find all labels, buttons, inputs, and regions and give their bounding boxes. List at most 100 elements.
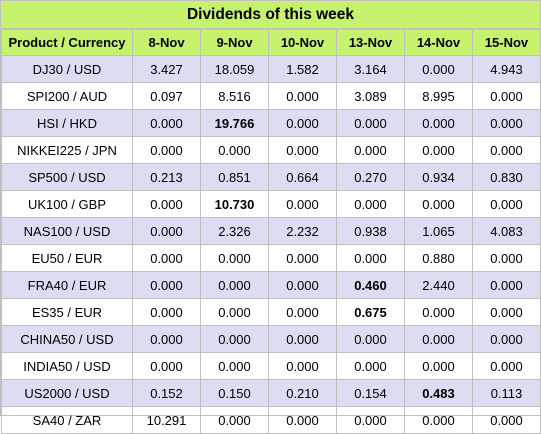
column-header-date: 15-Nov bbox=[472, 29, 541, 56]
table-row: NIKKEI225 / JPN 0.000 0.000 0.000 0.000 0.000… bbox=[1, 136, 541, 164]
dividend-value-cell: 0.000 bbox=[132, 109, 201, 137]
dividend-value-cell: 0.000 bbox=[132, 352, 201, 380]
dividend-value-cell: 0.664 bbox=[268, 163, 337, 191]
dividend-value-cell: 0.000 bbox=[404, 136, 473, 164]
product-cell: FRA40 / EUR bbox=[1, 271, 133, 299]
product-cell: NIKKEI225 / JPN bbox=[1, 136, 133, 164]
dividend-value-cell: 0.000 bbox=[472, 271, 541, 299]
dividend-value-cell: 0.880 bbox=[404, 244, 473, 272]
dividend-value-cell: 0.154 bbox=[336, 379, 405, 407]
dividend-value-cell: 18.059 bbox=[200, 55, 269, 83]
column-header-date: 14-Nov bbox=[404, 29, 473, 56]
table-row: US2000 / USD 0.152 0.150 0.210 0.154 0.483 0.1… bbox=[1, 379, 541, 407]
dividend-value-cell: 0.000 bbox=[404, 406, 473, 434]
dividend-value-cell: 0.460 bbox=[336, 271, 405, 299]
dividend-value-cell: 0.938 bbox=[336, 217, 405, 245]
dividend-value-cell: 8.995 bbox=[404, 82, 473, 110]
table-body: DJ30 / USD 3.427 18.059 1.582 3.164 0.000 4.94… bbox=[1, 55, 541, 434]
dividend-value-cell: 0.000 bbox=[336, 325, 405, 353]
product-cell: UK100 / GBP bbox=[1, 190, 133, 218]
dividend-value-cell: 0.000 bbox=[132, 244, 201, 272]
dividend-value-cell: 1.065 bbox=[404, 217, 473, 245]
table-row: SP500 / USD 0.213 0.851 0.664 0.270 0.934 0.83… bbox=[1, 163, 541, 191]
dividend-value-cell: 0.000 bbox=[404, 55, 473, 83]
dividend-value-cell: 0.000 bbox=[404, 298, 473, 326]
product-cell: SP500 / USD bbox=[1, 163, 133, 191]
dividend-value-cell: 0.000 bbox=[268, 109, 337, 137]
product-cell: US2000 / USD bbox=[1, 379, 133, 407]
dividend-value-cell: 0.000 bbox=[336, 406, 405, 434]
product-cell: EU50 / EUR bbox=[1, 244, 133, 272]
table-row: CHINA50 / USD 0.000 0.000 0.000 0.000 0.000 0.… bbox=[1, 325, 541, 353]
dividend-value-cell: 0.000 bbox=[200, 244, 269, 272]
dividend-value-cell: 0.000 bbox=[336, 109, 405, 137]
dividend-value-cell: 10.291 bbox=[132, 406, 201, 434]
dividend-value-cell: 0.000 bbox=[268, 271, 337, 299]
dividend-value-cell: 0.000 bbox=[268, 82, 337, 110]
dividend-value-cell: 0.000 bbox=[472, 244, 541, 272]
dividend-value-cell: 8.516 bbox=[200, 82, 269, 110]
dividend-value-cell: 0.000 bbox=[472, 82, 541, 110]
product-cell: NAS100 / USD bbox=[1, 217, 133, 245]
dividend-value-cell: 0.000 bbox=[404, 352, 473, 380]
product-cell: CHINA50 / USD bbox=[1, 325, 133, 353]
dividend-value-cell: 4.943 bbox=[472, 55, 541, 83]
dividend-value-cell: 0.000 bbox=[336, 244, 405, 272]
dividend-value-cell: 0.000 bbox=[404, 190, 473, 218]
dividend-value-cell: 2.232 bbox=[268, 217, 337, 245]
dividend-value-cell: 0.000 bbox=[472, 298, 541, 326]
dividends-table: Product / Currency 8-Nov 9-Nov 10-Nov 13… bbox=[1, 29, 541, 434]
dividend-value-cell: 0.675 bbox=[336, 298, 405, 326]
table-row: NAS100 / USD 0.000 2.326 2.232 0.938 1.065 4.0… bbox=[1, 217, 541, 245]
dividend-value-cell: 19.766 bbox=[200, 109, 269, 137]
dividend-value-cell: 0.097 bbox=[132, 82, 201, 110]
dividend-value-cell: 0.000 bbox=[268, 406, 337, 434]
table-row: ES35 / EUR 0.000 0.000 0.000 0.675 0.000 0.000 bbox=[1, 298, 541, 326]
dividend-value-cell: 0.000 bbox=[200, 271, 269, 299]
dividend-value-cell: 0.000 bbox=[472, 109, 541, 137]
product-cell: SA40 / ZAR bbox=[1, 406, 133, 434]
dividend-value-cell: 0.000 bbox=[472, 136, 541, 164]
dividend-value-cell: 0.000 bbox=[404, 325, 473, 353]
dividend-value-cell: 1.582 bbox=[268, 55, 337, 83]
dividend-value-cell: 0.000 bbox=[132, 217, 201, 245]
dividend-value-cell: 0.000 bbox=[472, 406, 541, 434]
column-header-date: 8-Nov bbox=[132, 29, 201, 56]
dividend-value-cell: 0.000 bbox=[200, 406, 269, 434]
table-row: HSI / HKD 0.000 19.766 0.000 0.000 0.000 0.000 bbox=[1, 109, 541, 137]
dividend-value-cell: 0.000 bbox=[200, 352, 269, 380]
product-cell: SPI200 / AUD bbox=[1, 82, 133, 110]
column-header-date: 10-Nov bbox=[268, 29, 337, 56]
dividend-value-cell: 0.270 bbox=[336, 163, 405, 191]
product-cell: DJ30 / USD bbox=[1, 55, 133, 83]
dividend-value-cell: 0.000 bbox=[132, 325, 201, 353]
dividend-value-cell: 0.000 bbox=[268, 298, 337, 326]
column-header-date: 13-Nov bbox=[336, 29, 405, 56]
dividend-value-cell: 0.000 bbox=[404, 109, 473, 137]
dividend-value-cell: 0.000 bbox=[268, 352, 337, 380]
dividend-value-cell: 0.210 bbox=[268, 379, 337, 407]
dividend-value-cell: 0.851 bbox=[200, 163, 269, 191]
dividend-value-cell: 0.000 bbox=[132, 190, 201, 218]
dividend-value-cell: 0.000 bbox=[472, 352, 541, 380]
table-row: SA40 / ZAR 10.291 0.000 0.000 0.000 0.000 0.00… bbox=[1, 406, 541, 434]
dividend-value-cell: 0.000 bbox=[472, 325, 541, 353]
dividend-value-cell: 3.089 bbox=[336, 82, 405, 110]
dividend-value-cell: 0.000 bbox=[268, 190, 337, 218]
product-cell: HSI / HKD bbox=[1, 109, 133, 137]
dividend-value-cell: 0.000 bbox=[200, 298, 269, 326]
dividend-value-cell: 0.000 bbox=[132, 136, 201, 164]
dividend-value-cell: 0.000 bbox=[472, 190, 541, 218]
table-row: DJ30 / USD 3.427 18.059 1.582 3.164 0.000 4.94… bbox=[1, 55, 541, 83]
dividend-value-cell: 0.483 bbox=[404, 379, 473, 407]
dividend-value-cell: 0.000 bbox=[268, 325, 337, 353]
dividend-value-cell: 0.213 bbox=[132, 163, 201, 191]
dividend-value-cell: 0.000 bbox=[336, 136, 405, 164]
dividend-value-cell: 10.730 bbox=[200, 190, 269, 218]
dividend-value-cell: 0.000 bbox=[200, 136, 269, 164]
table-title: Dividends of this week bbox=[1, 1, 540, 29]
dividend-value-cell: 4.083 bbox=[472, 217, 541, 245]
dividend-value-cell: 3.427 bbox=[132, 55, 201, 83]
dividend-value-cell: 0.000 bbox=[200, 325, 269, 353]
